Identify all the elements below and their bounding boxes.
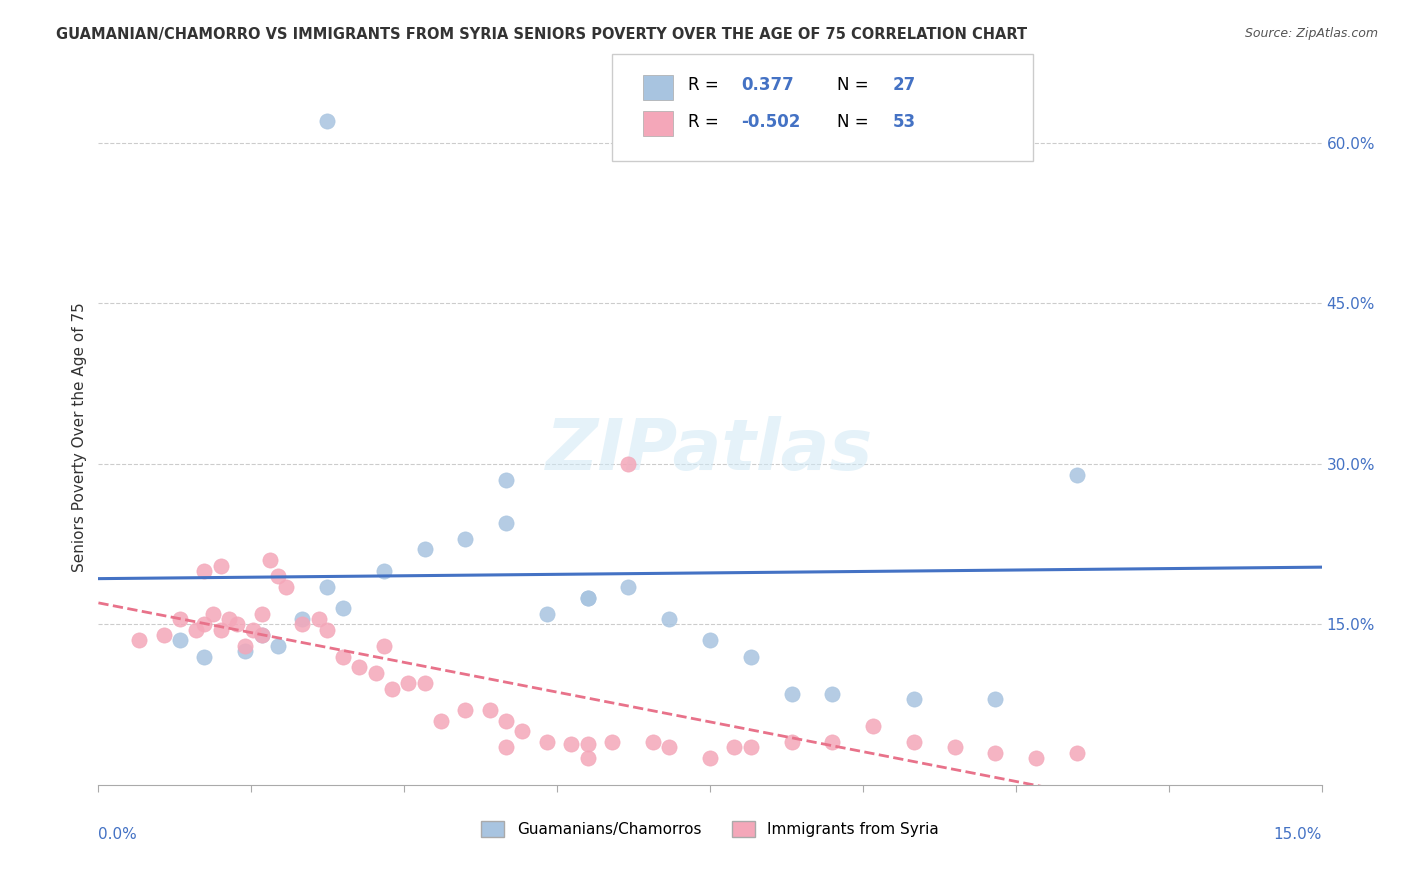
Point xyxy=(740,649,762,664)
Point xyxy=(315,623,337,637)
Point xyxy=(984,746,1007,760)
Point xyxy=(233,639,256,653)
Point xyxy=(413,542,436,557)
Text: R =: R = xyxy=(688,76,724,94)
Point xyxy=(364,665,387,680)
Point xyxy=(315,580,337,594)
Text: -0.502: -0.502 xyxy=(741,113,800,131)
Y-axis label: Seniors Poverty Over the Age of 75: Seniors Poverty Over the Age of 75 xyxy=(72,302,87,572)
Point xyxy=(495,516,517,530)
Point xyxy=(209,558,232,573)
Point xyxy=(600,735,623,749)
Text: N =: N = xyxy=(837,76,873,94)
Text: 27: 27 xyxy=(893,76,917,94)
Point xyxy=(740,740,762,755)
Point xyxy=(821,687,844,701)
Point xyxy=(454,532,477,546)
Point xyxy=(128,633,150,648)
Point xyxy=(641,735,664,749)
Point xyxy=(193,617,215,632)
Legend: Guamanians/Chamorros, Immigrants from Syria: Guamanians/Chamorros, Immigrants from Sy… xyxy=(475,815,945,844)
Point xyxy=(1066,467,1088,482)
Point xyxy=(315,114,337,128)
Point xyxy=(943,740,966,755)
Text: 53: 53 xyxy=(893,113,915,131)
Point xyxy=(209,623,232,637)
Point xyxy=(984,692,1007,706)
Point xyxy=(169,633,191,648)
Point xyxy=(699,633,721,648)
Point xyxy=(658,612,681,626)
Point xyxy=(454,703,477,717)
Point xyxy=(536,607,558,621)
Text: 0.0%: 0.0% xyxy=(98,827,138,842)
Point xyxy=(903,735,925,749)
Point xyxy=(291,617,314,632)
Point xyxy=(903,692,925,706)
Point xyxy=(267,569,290,583)
Point xyxy=(169,612,191,626)
Point xyxy=(152,628,174,642)
Point xyxy=(576,737,599,751)
Point xyxy=(617,580,640,594)
Text: ZIPatlas: ZIPatlas xyxy=(547,417,873,485)
Point xyxy=(413,676,436,690)
Point xyxy=(201,607,224,621)
Point xyxy=(512,724,534,739)
Point xyxy=(495,740,517,755)
Point xyxy=(576,751,599,765)
Point xyxy=(250,607,273,621)
Point xyxy=(478,703,501,717)
Point xyxy=(226,617,249,632)
Point xyxy=(862,719,884,733)
Text: R =: R = xyxy=(688,113,724,131)
Point xyxy=(250,628,273,642)
Point xyxy=(291,612,314,626)
Point xyxy=(218,612,240,626)
Point xyxy=(821,735,844,749)
Point xyxy=(1025,751,1047,765)
Text: 0.377: 0.377 xyxy=(741,76,794,94)
Point xyxy=(396,676,419,690)
Point xyxy=(430,714,453,728)
Point xyxy=(250,628,273,642)
Point xyxy=(658,740,681,755)
Point xyxy=(193,564,215,578)
Point xyxy=(381,681,404,696)
Point xyxy=(617,457,640,471)
Point xyxy=(193,649,215,664)
Point xyxy=(576,591,599,605)
Text: Source: ZipAtlas.com: Source: ZipAtlas.com xyxy=(1244,27,1378,40)
Point xyxy=(349,660,371,674)
Point xyxy=(373,564,395,578)
Point xyxy=(576,591,599,605)
Point xyxy=(267,639,290,653)
Point xyxy=(536,735,558,749)
Point xyxy=(780,735,803,749)
Point xyxy=(373,639,395,653)
Point xyxy=(233,644,256,658)
Point xyxy=(495,473,517,487)
Point xyxy=(1066,746,1088,760)
Point xyxy=(259,553,281,567)
Point xyxy=(308,612,330,626)
Point xyxy=(274,580,297,594)
Point xyxy=(332,601,354,615)
Point xyxy=(242,623,264,637)
Text: GUAMANIAN/CHAMORRO VS IMMIGRANTS FROM SYRIA SENIORS POVERTY OVER THE AGE OF 75 C: GUAMANIAN/CHAMORRO VS IMMIGRANTS FROM SY… xyxy=(56,27,1028,42)
Point xyxy=(780,687,803,701)
Text: 15.0%: 15.0% xyxy=(1274,827,1322,842)
Point xyxy=(845,103,868,118)
Point xyxy=(723,740,745,755)
Point xyxy=(699,751,721,765)
Point xyxy=(560,737,582,751)
Text: N =: N = xyxy=(837,113,873,131)
Point xyxy=(186,623,208,637)
Point xyxy=(332,649,354,664)
Point xyxy=(495,714,517,728)
